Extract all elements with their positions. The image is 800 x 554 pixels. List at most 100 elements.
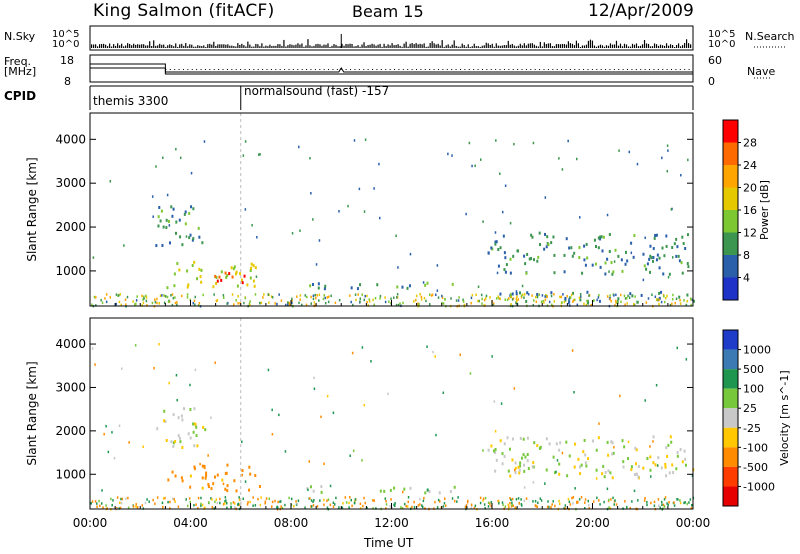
freq-tick-top: 18 [60, 54, 74, 67]
nsky-bar [337, 46, 339, 48]
heatmap-cell [511, 298, 514, 301]
heatmap-cell [225, 499, 227, 502]
nsky-bar [529, 43, 531, 48]
heatmap-cell [195, 434, 198, 438]
velocity-colorbar-label: 500 [743, 363, 764, 376]
nsky-bar [279, 44, 281, 48]
heatmap-cell [637, 465, 640, 469]
heatmap-cell [166, 193, 169, 197]
heatmap-cell [172, 296, 175, 300]
heatmap-cell [660, 466, 663, 470]
nsky-bar [113, 44, 115, 48]
heatmap-cell [407, 496, 410, 499]
heatmap-cell [323, 294, 326, 297]
nsky-bar [233, 46, 235, 48]
heatmap-cell [532, 299, 535, 302]
nsky-bar [141, 44, 143, 48]
heatmap-cell [430, 294, 433, 297]
nsky-bar [285, 46, 287, 48]
heatmap-cell [489, 296, 491, 299]
heatmap-cell [684, 501, 686, 504]
heatmap-cell [652, 247, 655, 251]
nave-point [556, 69, 558, 70]
nsky-bar [665, 43, 668, 48]
nsky-bar [249, 44, 251, 48]
heatmap-cell [170, 293, 172, 297]
heatmap-cell [350, 286, 353, 290]
heatmap-cell [215, 281, 218, 285]
nave-tick-bottom: 0 [708, 75, 715, 88]
nsky-bar [567, 41, 569, 48]
heatmap-cell [444, 504, 447, 507]
heatmap-cell [465, 212, 467, 216]
y-tick-label: 1000 [55, 264, 86, 278]
nave-point [517, 69, 519, 70]
heatmap-cell [606, 257, 609, 261]
heatmap-cell [177, 505, 180, 508]
heatmap-cell [349, 294, 351, 297]
heatmap-cell [572, 496, 575, 499]
heatmap-cell [599, 503, 601, 506]
heatmap-cell [434, 500, 436, 504]
nsky-bar [153, 40, 155, 48]
heatmap-cell [656, 464, 659, 467]
nsky-bar [561, 43, 563, 48]
heatmap-cell [201, 486, 204, 490]
nsky-bar [317, 43, 319, 48]
heatmap-cell [658, 296, 661, 300]
nave-point [561, 69, 563, 70]
heatmap-cell [531, 465, 534, 469]
nsky-bar [165, 46, 167, 48]
heatmap-cell [406, 505, 409, 508]
heatmap-cell [105, 504, 107, 507]
nsky-bar [419, 43, 421, 48]
heatmap-cell [203, 140, 206, 143]
nave-point [411, 69, 413, 70]
heatmap-cell [121, 497, 124, 501]
nsky-bar [531, 43, 533, 48]
heatmap-cell [684, 246, 687, 250]
nsky-bar [367, 45, 369, 48]
nsky-bar [639, 45, 642, 48]
nsky-bar [417, 44, 419, 48]
heatmap-cell [144, 501, 147, 505]
nsky-bar [659, 44, 662, 48]
heatmap-cell [151, 195, 154, 198]
heatmap-cell [610, 440, 613, 444]
heatmap-cell [505, 263, 508, 267]
heatmap-cell [600, 235, 603, 239]
heatmap-cell [675, 254, 678, 258]
heatmap-cell [259, 153, 261, 156]
nsky-bar [551, 46, 553, 48]
nave-point [640, 69, 642, 70]
heatmap-cell [667, 443, 670, 447]
heatmap-cell [584, 461, 587, 465]
nsky-bar [585, 44, 588, 48]
heatmap-cell [304, 294, 307, 297]
heatmap-cell [359, 300, 361, 303]
heatmap-cell [503, 268, 506, 272]
heatmap-cell [629, 292, 632, 296]
heatmap-cell [178, 268, 181, 272]
nave-point [486, 69, 488, 70]
heatmap-cell [225, 275, 228, 279]
heatmap-cell [661, 246, 664, 250]
heatmap-cell [470, 301, 472, 305]
nsky-bar [147, 45, 149, 48]
heatmap-cell [633, 302, 635, 306]
heatmap-cell [646, 456, 649, 460]
nsky-bar [335, 44, 337, 48]
nave-point [169, 69, 171, 70]
heatmap-cell [176, 303, 178, 307]
heatmap-cell [634, 462, 637, 466]
nave-point [275, 69, 277, 70]
heatmap-cell [564, 504, 567, 507]
heatmap-cell [210, 487, 213, 491]
heatmap-cell [361, 293, 363, 296]
nave-point [187, 69, 189, 70]
heatmap-cell [262, 296, 264, 299]
heatmap-cell [281, 506, 284, 510]
heatmap-cell [156, 301, 158, 305]
nave-point [596, 69, 598, 70]
heatmap-cell [405, 504, 407, 508]
